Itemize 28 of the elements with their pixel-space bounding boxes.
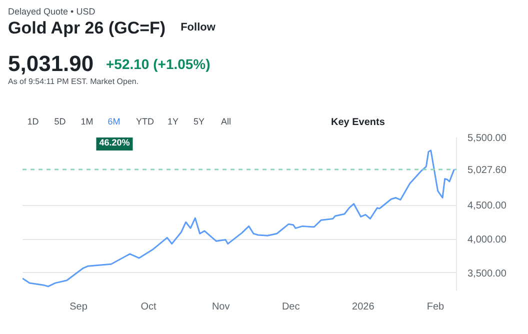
- text: 5,031.90: [8, 51, 94, 76]
- text: 6M: [108, 116, 120, 126]
- ref-line-label: 5,027.60: [468, 164, 507, 176]
- y-tick-label: 4,000.00: [468, 234, 507, 246]
- annotation: 46.20%: [99, 138, 130, 148]
- text: 5D: [54, 116, 66, 126]
- x-tick-label: Oct: [140, 302, 156, 312]
- text: YTD: [136, 116, 154, 126]
- x-tick-label: Dec: [282, 302, 300, 312]
- text: Key Events: [331, 117, 385, 128]
- y-tick-label: 3,500.00: [468, 268, 507, 280]
- x-tick-label: 2026: [352, 302, 375, 312]
- chart-title: Gold Apr 26 (GC=F): [8, 18, 166, 38]
- text: 1Y: [167, 116, 179, 126]
- text: Follow: [180, 22, 216, 34]
- text: 5Y: [193, 116, 205, 126]
- y-tick-label: 4,500.00: [468, 200, 507, 212]
- y-tick-label: 5,500.00: [468, 133, 507, 144]
- chart-subtitle: Delayed Quote • USD: [8, 6, 96, 16]
- x-tick-label: Feb: [426, 302, 445, 312]
- line-series: [22, 150, 455, 288]
- x-tick-label: Nov: [212, 302, 230, 312]
- text: All: [220, 116, 232, 126]
- text: 1D: [27, 116, 39, 126]
- text: 1M: [80, 116, 94, 126]
- text: +52.10 (+1.05%): [106, 56, 210, 72]
- x-tick-label: Sep: [70, 302, 88, 312]
- text: As of 9:54:11 PM EST. Market Open.: [8, 77, 139, 86]
